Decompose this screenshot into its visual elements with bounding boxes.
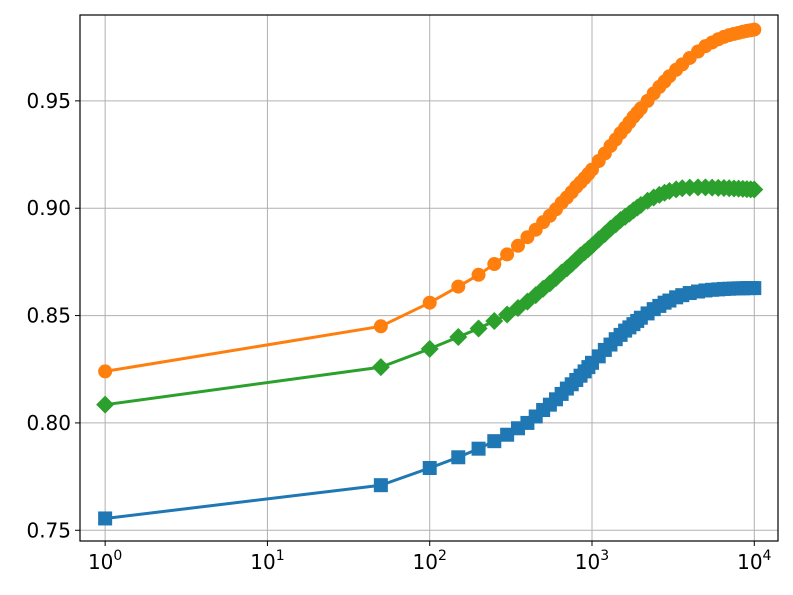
x-tick-label: 100 bbox=[88, 548, 122, 574]
y-tick-label: 0.95 bbox=[26, 89, 71, 113]
data-point bbox=[420, 339, 439, 358]
data-point bbox=[471, 441, 486, 456]
y-tick-label: 0.75 bbox=[26, 518, 71, 542]
x-tick-label: 103 bbox=[575, 548, 609, 574]
data-point bbox=[449, 328, 468, 347]
data-point bbox=[487, 434, 502, 449]
y-tick-label: 0.80 bbox=[26, 411, 71, 435]
x-tick-label: 104 bbox=[737, 548, 771, 574]
data-point bbox=[451, 450, 466, 465]
plot-area-frame bbox=[79, 14, 779, 542]
data-point bbox=[98, 364, 113, 379]
data-point bbox=[373, 319, 388, 334]
data-point bbox=[747, 22, 762, 37]
data-point bbox=[747, 281, 762, 296]
grid bbox=[80, 15, 778, 541]
data-point bbox=[500, 427, 515, 442]
axis-ticks: 100 101 102 103 104 0.75 0.80 0.85 0.90 0.95 bbox=[26, 89, 771, 574]
data-point bbox=[371, 358, 390, 377]
data-point bbox=[96, 395, 115, 414]
series-layer bbox=[96, 22, 764, 526]
data-point bbox=[471, 267, 486, 282]
data-point bbox=[451, 279, 466, 294]
data-point bbox=[373, 478, 388, 493]
series-square bbox=[98, 281, 762, 526]
data-point bbox=[500, 247, 515, 262]
x-tick-label: 101 bbox=[250, 548, 284, 574]
data-point bbox=[98, 511, 113, 526]
series-circle bbox=[98, 22, 762, 379]
data-point bbox=[511, 238, 526, 253]
data-point bbox=[485, 311, 504, 330]
data-point bbox=[422, 295, 437, 310]
y-tick-label: 0.90 bbox=[26, 196, 71, 220]
data-point bbox=[469, 319, 488, 338]
y-tick-label: 0.85 bbox=[26, 304, 71, 328]
data-point bbox=[745, 180, 764, 199]
x-tick-label: 102 bbox=[413, 548, 447, 574]
series-diamond bbox=[96, 178, 764, 414]
data-point bbox=[422, 461, 437, 476]
data-point bbox=[487, 257, 502, 272]
